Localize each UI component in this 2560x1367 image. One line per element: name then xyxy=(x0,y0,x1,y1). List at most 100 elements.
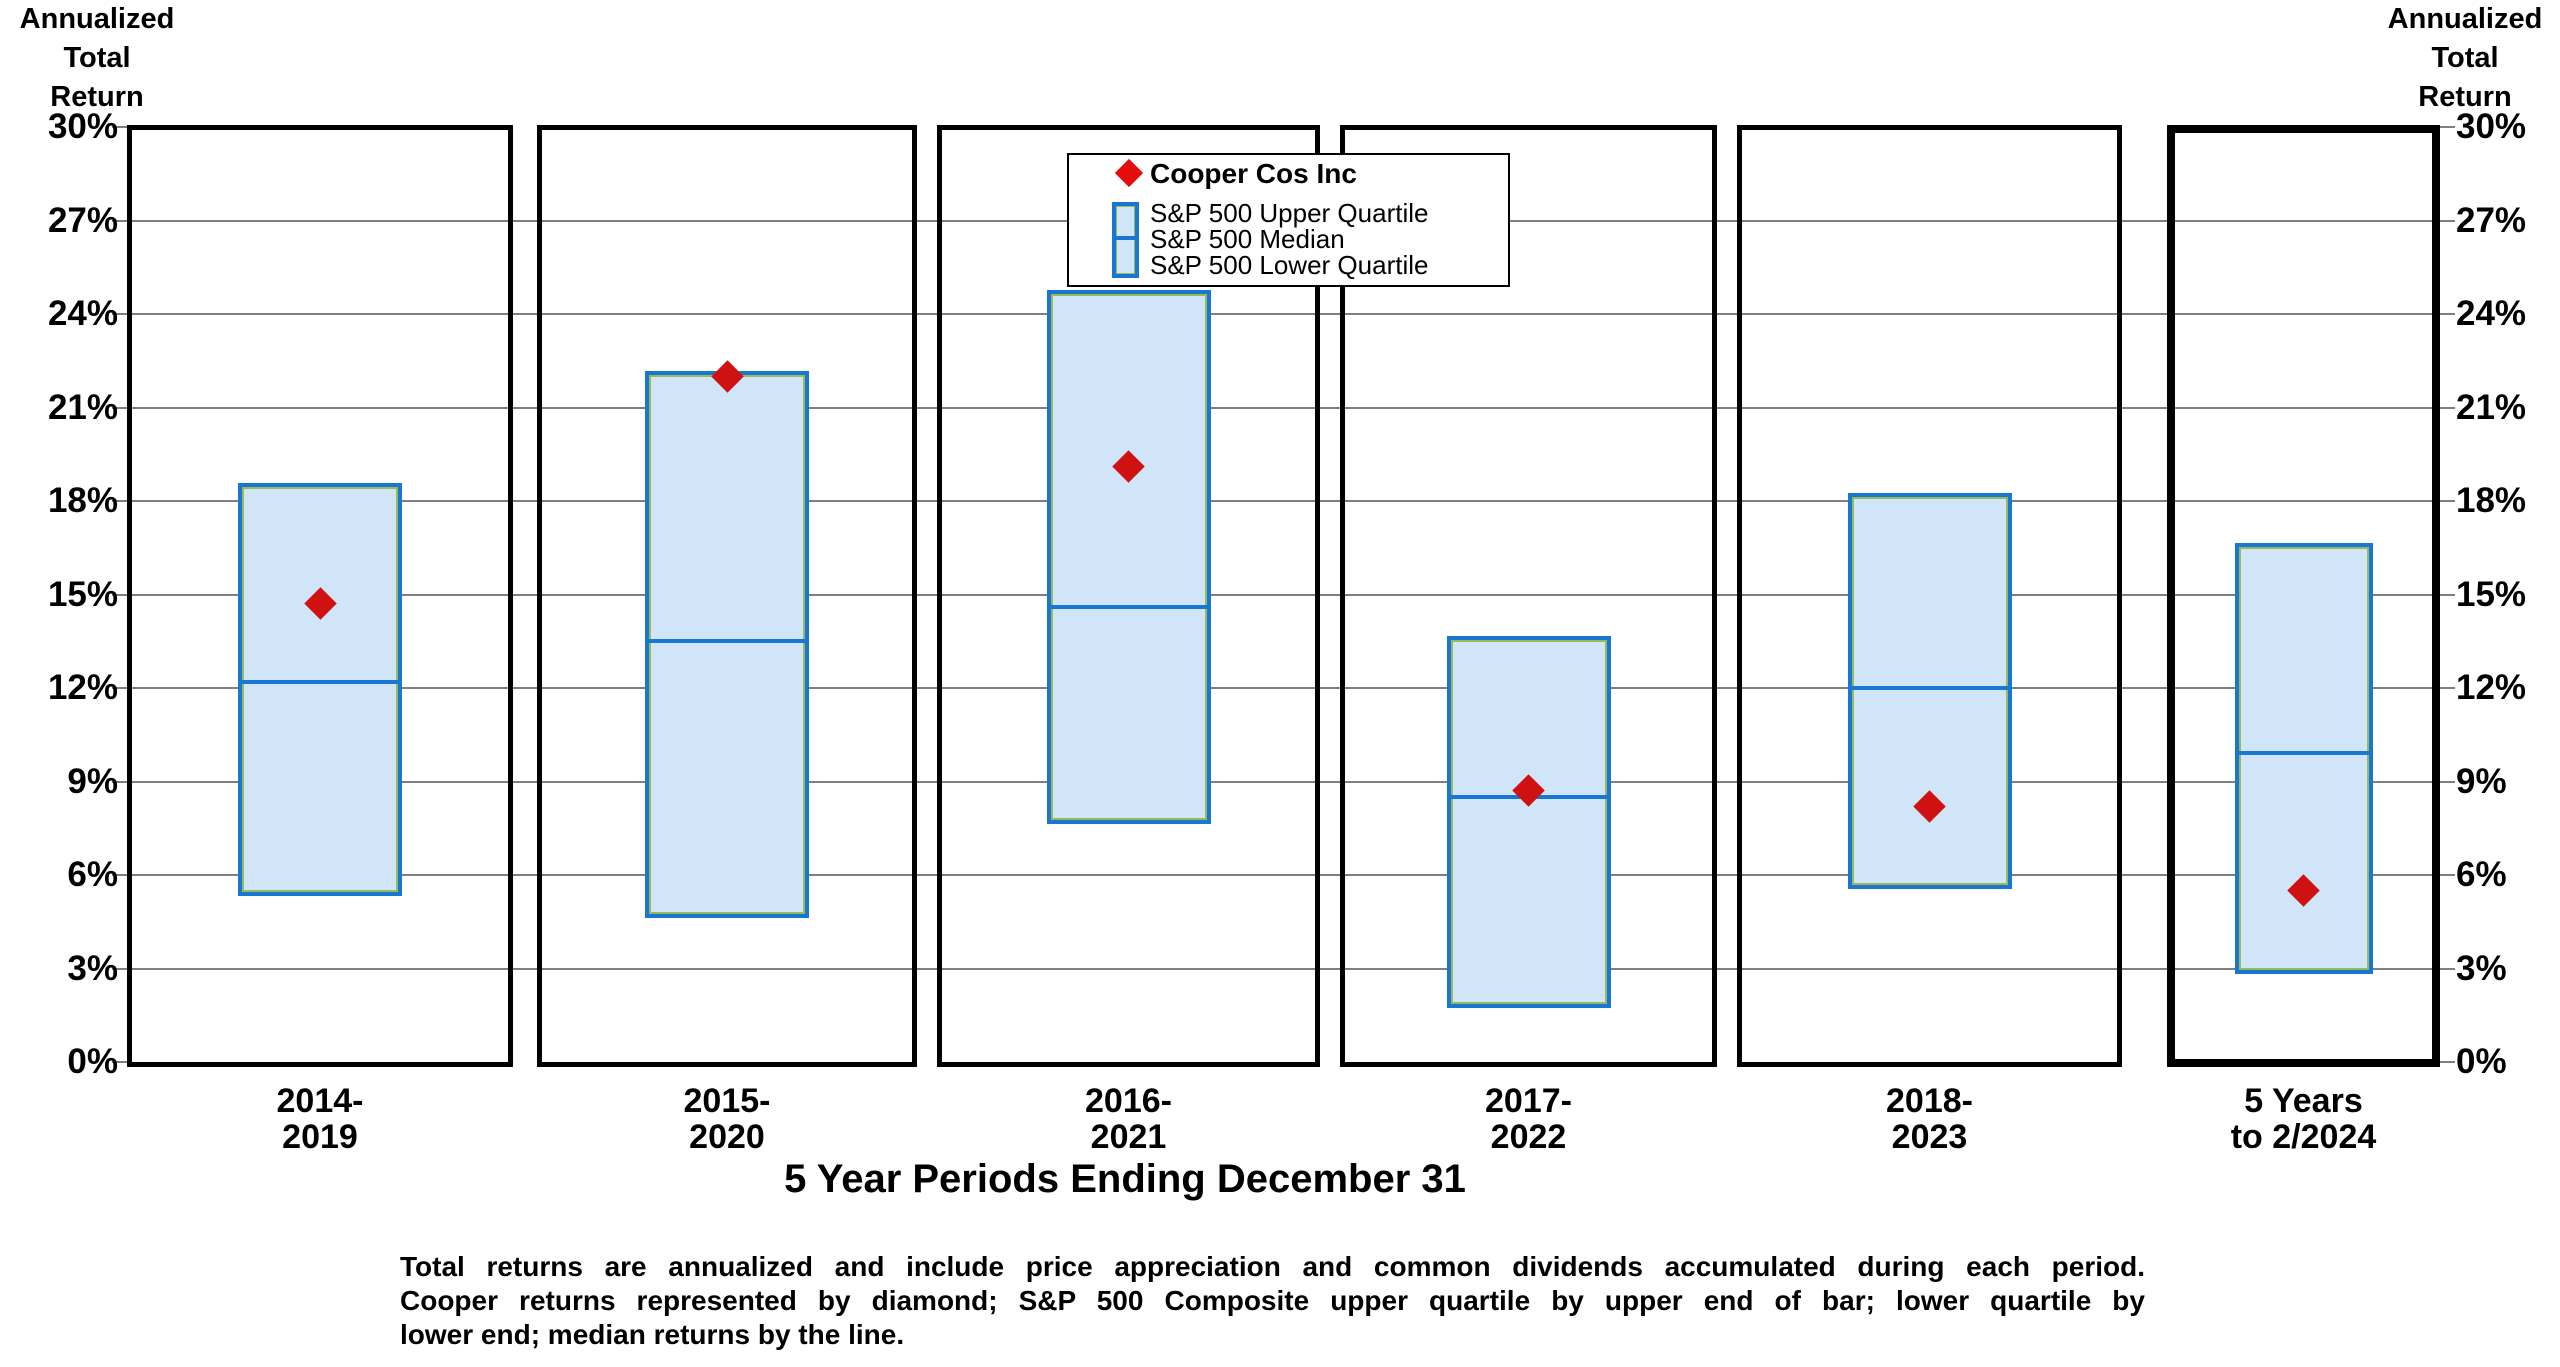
gridline xyxy=(127,781,2440,783)
y-tick-label-right: 24% xyxy=(2456,294,2527,333)
y-tick-label-right: 27% xyxy=(2456,201,2527,240)
legend-sp500-labels: S&P 500 Upper Quartile S&P 500 Median S&… xyxy=(1150,200,1428,278)
panel-frame xyxy=(937,125,1320,1067)
y-tick-right xyxy=(2440,968,2455,970)
legend xyxy=(1067,153,1510,287)
x-tick-label-line: 2015- xyxy=(683,1082,771,1120)
highlight-panel-frame xyxy=(2167,125,2440,1067)
y-tick-left xyxy=(112,874,127,876)
panel-frame xyxy=(127,125,513,1067)
legend-cooper-label: Cooper Cos Inc xyxy=(1150,158,1357,189)
footnote-line: Cooper returns represented by diamond; S… xyxy=(400,1285,2145,1316)
x-tick-label: 2018- 2023 xyxy=(1737,1083,2122,1155)
y-tick-left xyxy=(112,313,127,315)
legend-quartile-bar-icon xyxy=(1112,202,1139,278)
x-tick-label-line: 2016- xyxy=(1085,1082,1172,1120)
x-tick-label: 2014- 2019 xyxy=(127,1083,513,1155)
y-tick-label-right: 15% xyxy=(2456,575,2527,614)
gridline xyxy=(127,313,2440,315)
x-tick-label-line: 2018- xyxy=(1886,1082,1973,1120)
sp500-quartile-bar xyxy=(1446,636,1611,1008)
y-tick-left xyxy=(112,220,127,222)
x-tick-label-line: 5 Years xyxy=(2244,1082,2363,1120)
y-tick-label-right: 21% xyxy=(2456,388,2527,427)
y-tick-label-right: 0% xyxy=(2456,1042,2507,1081)
y-tick-left xyxy=(112,687,127,689)
panel-frame xyxy=(537,125,917,1067)
sp500-quartile-bar xyxy=(238,483,402,896)
sp500-quartile-bar xyxy=(1046,290,1211,824)
y-tick-left xyxy=(112,407,127,409)
y-tick-left xyxy=(112,968,127,970)
gridline xyxy=(127,687,2440,689)
y-tick-label-left: 0% xyxy=(67,1042,118,1081)
y-tick-right xyxy=(2440,407,2455,409)
y-tick-left xyxy=(112,126,127,128)
y-tick-left xyxy=(112,781,127,783)
y-axis-title-line: Total xyxy=(63,42,131,74)
sp500-median-line xyxy=(2237,751,2370,756)
gridline xyxy=(127,968,2440,970)
sp500-median-line xyxy=(648,639,806,644)
x-tick-label-line: 2014- xyxy=(276,1082,364,1120)
sp500-quartile-bar xyxy=(1847,492,2012,890)
x-tick-label-line: 2020 xyxy=(689,1118,765,1156)
sp500-median-line xyxy=(1850,685,2009,690)
legend-median-label: S&P 500 Median xyxy=(1150,224,1345,254)
legend-upper-quartile-label: S&P 500 Upper Quartile xyxy=(1150,198,1429,228)
x-tick-label: 2016- 2021 xyxy=(937,1083,1320,1155)
y-tick-right xyxy=(2440,500,2455,502)
y-tick-left xyxy=(112,1061,127,1063)
y-axis-title-line: Total xyxy=(2431,42,2499,74)
gridline xyxy=(127,874,2440,876)
footnote-line: Total returns are annualized and include… xyxy=(400,1251,2145,1282)
y-tick-right xyxy=(2440,874,2455,876)
sp500-median-line xyxy=(1049,604,1208,609)
legend-median-line-icon xyxy=(1115,236,1136,240)
x-axis-title: 5 Year Periods Ending December 31 xyxy=(784,1157,1466,1201)
y-tick-label-right: 6% xyxy=(2456,855,2507,894)
x-tick-label-line: 2019 xyxy=(282,1118,358,1156)
x-tick-label: 5 Years to 2/2024 xyxy=(2167,1083,2440,1155)
y-tick-left xyxy=(112,500,127,502)
y-tick-right xyxy=(2440,781,2455,783)
y-tick-label-left: 21% xyxy=(47,388,118,427)
panel-frame xyxy=(1737,125,2122,1067)
y-axis-title-line: Annualized xyxy=(2387,3,2543,35)
gridline xyxy=(127,594,2440,596)
y-tick-label-left: 24% xyxy=(47,294,118,333)
y-axis-title-line: Return xyxy=(50,81,144,113)
y-tick-label-left: 30% xyxy=(47,107,118,146)
footnote: Total returns are annualized and include… xyxy=(400,1250,2145,1352)
x-tick-label: 2017- 2022 xyxy=(1340,1083,1717,1155)
footnote-line: lower end; median returns by the line. xyxy=(400,1319,905,1350)
y-tick-right xyxy=(2440,594,2455,596)
y-axis-title-line: Return xyxy=(2418,81,2512,113)
y-tick-right xyxy=(2440,687,2455,689)
y-axis-title-left: Annualized Total Return xyxy=(0,0,212,117)
y-tick-label-left: 27% xyxy=(47,201,118,240)
x-tick-label-line: 2022 xyxy=(1490,1118,1567,1156)
y-tick-label-right: 3% xyxy=(2456,949,2507,988)
y-axis-title-line: Annualized xyxy=(19,3,175,35)
y-tick-label-left: 6% xyxy=(67,855,118,894)
sp500-quartile-bar xyxy=(645,371,809,918)
y-tick-label-left: 9% xyxy=(67,762,118,801)
y-tick-label-right: 12% xyxy=(2456,668,2527,707)
x-tick-label: 2015- 2020 xyxy=(537,1083,917,1155)
sp500-quartile-bar xyxy=(2234,542,2373,974)
gridline xyxy=(127,407,2440,409)
y-tick-label-left: 12% xyxy=(47,668,118,707)
y-tick-label-left: 3% xyxy=(67,949,118,988)
y-tick-label-right: 18% xyxy=(2456,481,2527,520)
y-tick-right xyxy=(2440,313,2455,315)
y-axis-title-right: Annualized Total Return xyxy=(2350,0,2560,117)
x-tick-label-line: 2017- xyxy=(1485,1082,1572,1120)
y-tick-right xyxy=(2440,220,2455,222)
y-tick-label-left: 18% xyxy=(47,481,118,520)
x-tick-label-line: 2021 xyxy=(1090,1118,1167,1156)
y-tick-label-right: 30% xyxy=(2456,107,2527,146)
gridline xyxy=(127,500,2440,502)
